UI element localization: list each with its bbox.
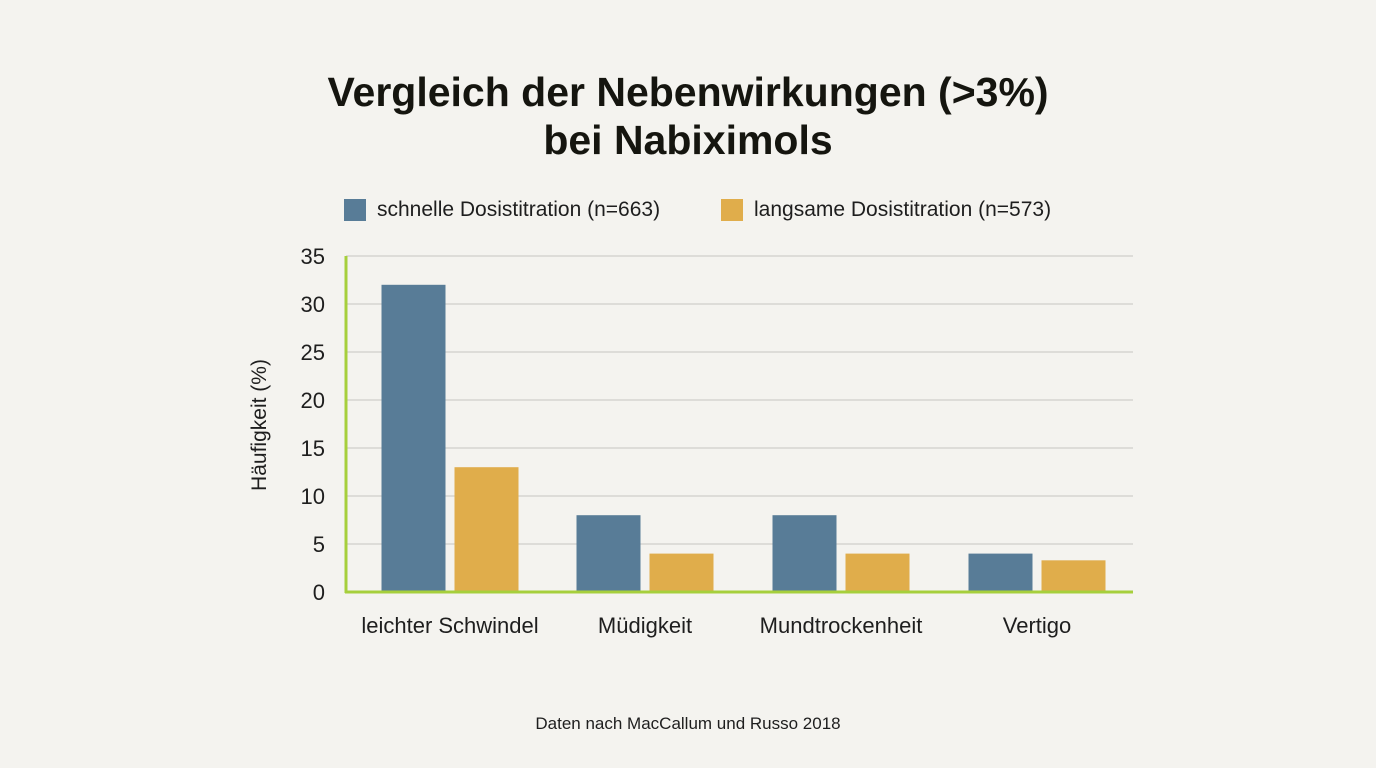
y-tick-label-5: 5 [313,532,325,557]
label-layer: 0 5 10 15 20 25 30 35 leichter Schwindel Müdigkei… [301,244,1072,638]
chart-title-line-1: Vergleich der Nebenwirkungen (>3%) [327,69,1049,115]
y-tick-label-0: 0 [313,580,325,605]
y-tick-label-15: 15 [301,436,325,461]
y-tick-label-25: 25 [301,340,325,365]
y-tick-label-30: 30 [301,292,325,317]
bar-s2-4 [1041,560,1106,592]
bar-s1-1 [381,284,446,592]
x-tick-label-1: leichter Schwindel [361,613,538,638]
bar-layer [381,284,1106,592]
bar-s2-3 [845,553,910,592]
chart-title: Vergleich der Nebenwirkungen (>3%) bei N… [0,68,1376,164]
legend-item-schnelle: schnelle Dosistitration (n=663) [344,196,660,224]
y-axis-title: Häufigkeit (%) [248,359,271,491]
y-tick-label-10: 10 [301,484,325,509]
chart-title-line-2: bei Nabiximols [543,117,833,163]
bar-s2-1 [454,467,519,592]
legend-label-schnelle: schnelle Dosistitration (n=663) [377,198,661,221]
y-tick-label-20: 20 [301,388,325,413]
x-tick-label-3: Mundtrockenheit [760,613,923,638]
axis-layer [344,256,1133,594]
x-tick-label-2: Müdigkeit [598,613,692,638]
legend-label-langsame: langsame Dosistitration (n=573) [754,198,1052,221]
bar-s2-2 [649,553,714,592]
legend-item-langsame: langsame Dosistitration (n=573) [721,196,1051,224]
source-note: Daten nach MacCallum und Russo 2018 [535,714,841,733]
legend-swatch-langsame [721,199,743,221]
y-tick-label-35: 35 [301,244,325,269]
bar-s1-2 [576,515,641,592]
bar-s1-4 [968,553,1033,592]
legend: schnelle Dosistitration (n=663) langsame… [0,196,1376,224]
legend-swatch-schnelle [344,199,366,221]
x-tick-label-4: Vertigo [1003,613,1072,638]
bar-s1-3 [772,515,837,592]
